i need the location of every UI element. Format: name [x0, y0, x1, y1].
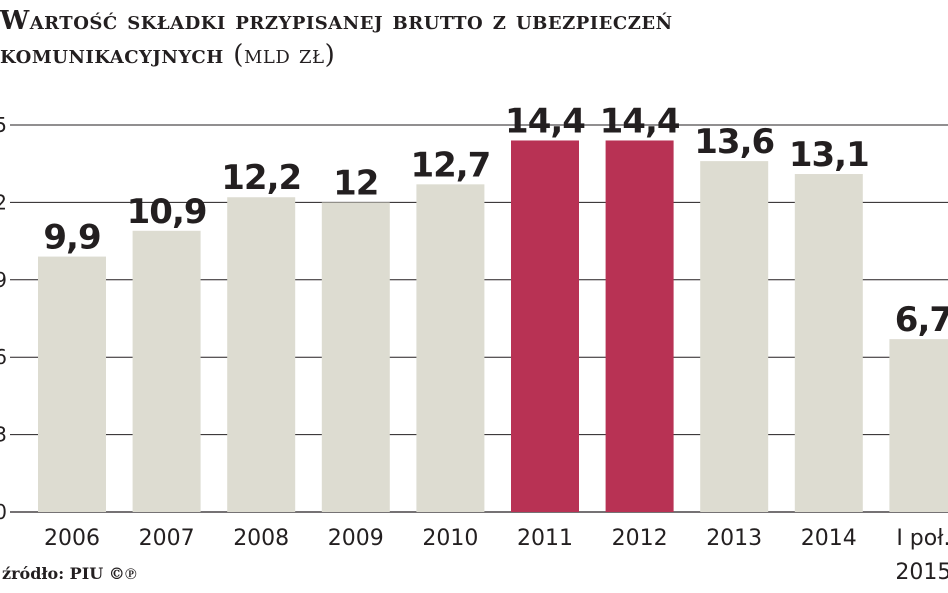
x-tick-label: 2009 — [328, 526, 384, 551]
bar-value-label: 6,7 — [895, 300, 948, 340]
bar — [605, 140, 674, 513]
x-tick-label: 2010 — [422, 526, 478, 551]
bar-value-label: 14,4 — [600, 101, 680, 141]
bar-value-label: 9,9 — [43, 218, 100, 258]
bar-value-label: 13,6 — [694, 122, 774, 162]
y-tick-label: 3 — [0, 423, 7, 447]
bar — [132, 230, 201, 512]
x-tick-label: 2007 — [139, 526, 195, 551]
bar — [794, 174, 863, 512]
x-tick-label: 2013 — [706, 526, 762, 551]
bar-value-label: 10,9 — [127, 192, 207, 232]
chart-title-line-2-text: komunikacyjnych — [0, 40, 224, 70]
bar-value-label: 13,1 — [789, 135, 869, 175]
x-tick-label: 2006 — [44, 526, 100, 551]
y-tick-label: 12 — [0, 190, 7, 214]
chart-unit-label: (mld zł) — [233, 40, 336, 70]
bar — [511, 140, 579, 513]
bar — [700, 161, 769, 512]
x-tick-label: 2014 — [801, 526, 857, 551]
bar — [416, 184, 485, 512]
bar — [321, 202, 390, 512]
bar-value-label: 12,7 — [410, 145, 490, 185]
bar-value-label: 14,4 — [505, 101, 585, 141]
chart-title-line-2: komunikacyjnych (mld zł) — [0, 38, 948, 72]
x-tick-label: I poł. 2015 — [895, 526, 948, 585]
y-tick-label: 0 — [0, 500, 7, 524]
y-tick-label: 9 — [0, 268, 7, 292]
chart-title: Wartość składki przypisanej brutto z ube… — [0, 4, 948, 72]
source-note: źródło: PIU ©℗ — [2, 564, 137, 583]
x-tick-label: 2012 — [612, 526, 668, 551]
chart-title-line-1: Wartość składki przypisanej brutto z ube… — [0, 6, 673, 36]
y-tick-label: 15 — [0, 113, 7, 137]
bar — [227, 197, 296, 513]
bar — [889, 339, 948, 512]
x-tick-label: 2011 — [517, 526, 573, 551]
bar-value-label: 12 — [333, 163, 378, 203]
y-tick-label: 6 — [0, 345, 7, 369]
bar — [38, 256, 106, 512]
x-tick-label: 2008 — [233, 526, 289, 551]
bar-value-label: 12,2 — [221, 158, 301, 198]
